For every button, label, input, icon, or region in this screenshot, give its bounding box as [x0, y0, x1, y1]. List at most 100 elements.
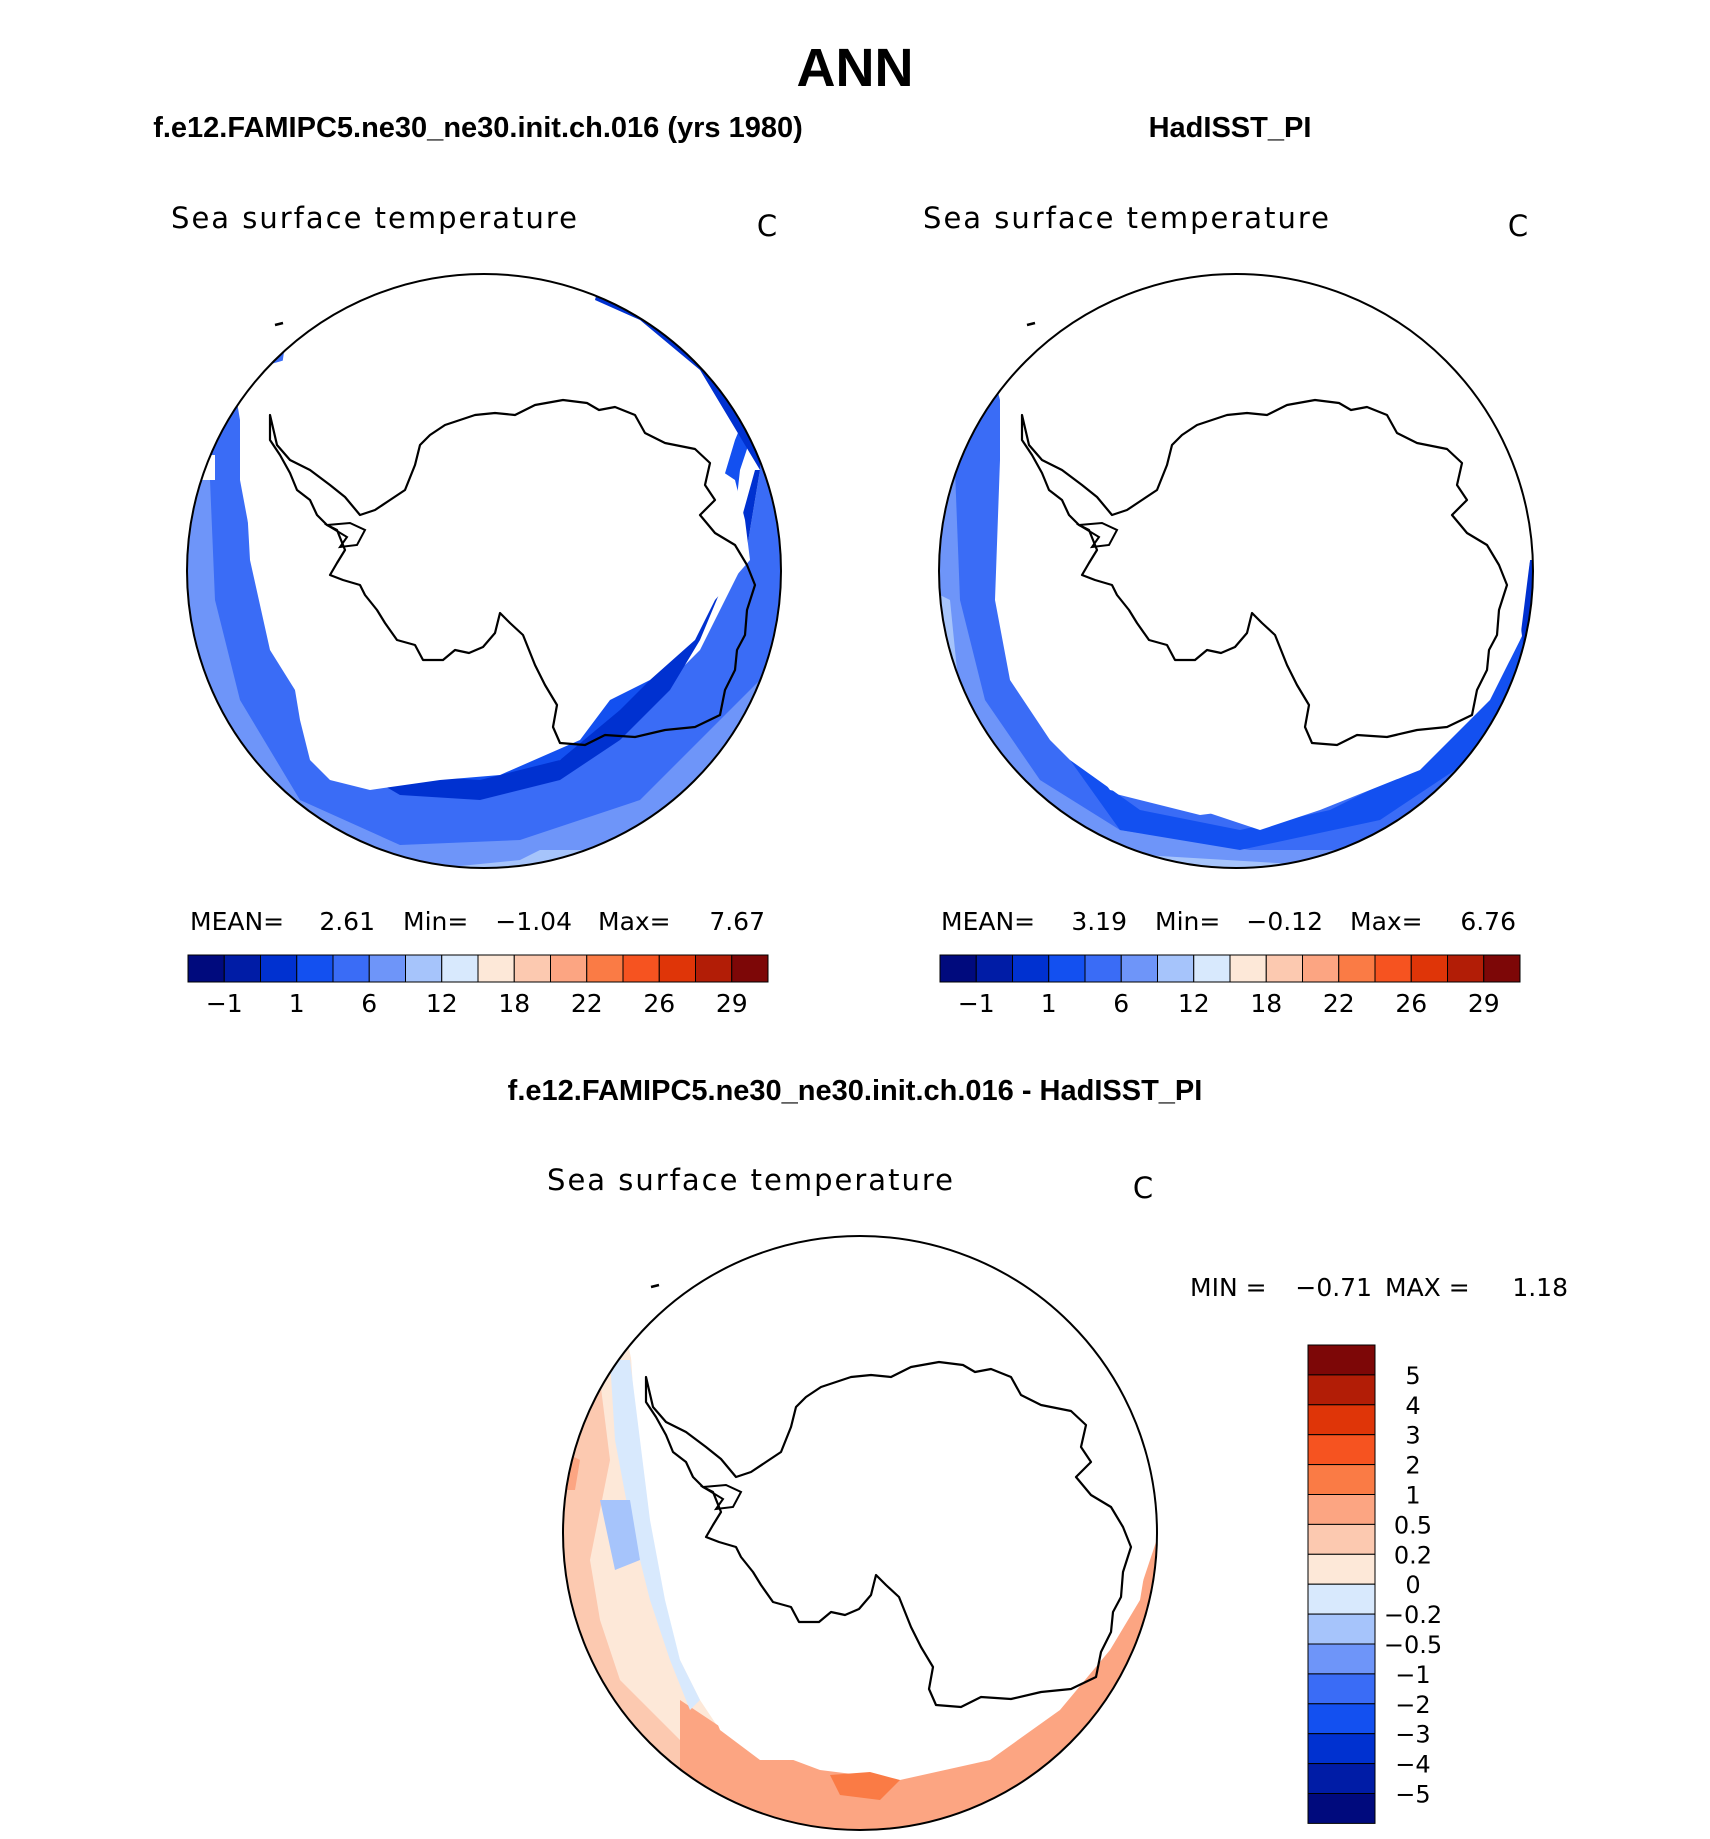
colorbar-tick-label: 22: [571, 989, 603, 1018]
min-value: −0.71: [1295, 1273, 1372, 1302]
colorbar-swatch: [260, 954, 298, 983]
mean-value: 2.61: [319, 907, 375, 936]
colorbar-tick-label: 18: [498, 989, 530, 1018]
variable-label: Sea surface temperature: [923, 201, 1331, 235]
colorbar-tick-label: 0.5: [1394, 1511, 1432, 1539]
colorbar-swatch: [1447, 954, 1485, 983]
svg-text:Min=: Min=: [1155, 907, 1220, 936]
units-label: C: [1508, 209, 1528, 243]
polar-map: [938, 273, 1534, 869]
colorbar: −1 1 6 12 18 22 26 29: [187, 954, 769, 1018]
colorbar: −1 1 6 12 18 22 26 29: [939, 954, 1521, 1018]
max-value: 1.18: [1512, 1273, 1568, 1302]
panel-header: f.e12.FAMIPC5.ne30_ne30.init.ch.016 (yrs…: [153, 112, 803, 144]
colorbar-swatch: [1307, 1404, 1376, 1436]
colorbar-swatch: [1307, 1673, 1376, 1705]
colorbar-swatch: [368, 954, 406, 983]
colorbar-tick-label: 12: [1178, 989, 1210, 1018]
colorbar-swatch: [1302, 954, 1340, 983]
panel-header: HadISST_PI: [1149, 112, 1312, 144]
colorbar-tick-label: −2: [1395, 1691, 1430, 1719]
svg-text:MEAN=: MEAN=: [190, 907, 284, 936]
colorbar-swatch: [1307, 1643, 1376, 1675]
min-value: −1.04: [495, 907, 572, 936]
panel-observations: HadISST_PI Sea surface temperature C MEA…: [923, 112, 1534, 1018]
colorbar-tick-label: 0.2: [1394, 1541, 1432, 1569]
colorbar-swatch: [1307, 1613, 1376, 1645]
colorbar-swatch: [1012, 954, 1050, 983]
colorbar-tick-label: 29: [1468, 989, 1500, 1018]
colorbar-swatch: [1157, 954, 1195, 983]
colorbar-swatch: [658, 954, 696, 983]
colorbar-swatch: [513, 954, 551, 983]
colorbar-tick-label: 1: [1405, 1482, 1420, 1510]
colorbar-tick-label: 26: [643, 989, 675, 1018]
colorbar-tick-label: 18: [1250, 989, 1282, 1018]
colorbar-swatch: [1410, 954, 1448, 983]
colorbar-swatch: [1307, 1523, 1376, 1555]
svg-text:MAX =: MAX =: [1385, 1273, 1470, 1302]
panel-difference: f.e12.FAMIPC5.ne30_ne30.init.ch.016 - Ha…: [508, 1075, 1568, 1831]
colorbar-swatch: [1265, 954, 1303, 983]
colorbar-swatch: [695, 954, 733, 983]
mean-value: 3.19: [1071, 907, 1127, 936]
colorbar-swatch: [1307, 1583, 1376, 1615]
colorbar-swatch: [223, 954, 261, 983]
colorbar-swatch: [550, 954, 588, 983]
colorbar-tick-label: 6: [1113, 989, 1129, 1018]
polar-map: [186, 273, 782, 869]
stats-line: MEAN= 3.19 Min= −0.12 Max= 6.76: [941, 907, 1516, 936]
colorbar-swatch: [1307, 1703, 1376, 1735]
units-label: C: [757, 209, 777, 243]
colorbar-swatch: [187, 954, 225, 983]
colorbar-tick-label: −1: [206, 989, 243, 1018]
colorbar-tick-label: 22: [1323, 989, 1355, 1018]
colorbar-tick-label: 3: [1405, 1422, 1420, 1450]
colorbar-tick-label: −4: [1395, 1751, 1430, 1779]
units-label: C: [1133, 1171, 1153, 1205]
stats-line: MEAN= 2.61 Min= −1.04 Max= 7.67: [190, 907, 765, 936]
colorbar-swatch: [332, 954, 370, 983]
season-title: ANN: [797, 38, 914, 98]
polar-map: [562, 1235, 1158, 1831]
colorbar-swatch: [1374, 954, 1412, 983]
colorbar-swatch: [1307, 1733, 1376, 1765]
colorbar-swatch: [939, 954, 977, 983]
variable-label: Sea surface temperature: [547, 1163, 955, 1197]
max-value: 7.67: [709, 907, 765, 936]
colorbar-tick-label: 2: [1405, 1452, 1420, 1480]
colorbar-tick-label: −3: [1395, 1721, 1430, 1749]
colorbar-swatch: [477, 954, 515, 983]
colorbar-swatch: [1307, 1434, 1376, 1466]
colorbar-swatch: [1307, 1464, 1376, 1495]
colorbar-swatch: [1307, 1793, 1376, 1824]
colorbar-tick-label: 6: [361, 989, 377, 1018]
colorbar-swatch: [731, 954, 769, 983]
stats-line: MIN = −0.71 MAX = 1.18: [1190, 1273, 1568, 1302]
colorbar-tick-label: −5: [1395, 1781, 1430, 1809]
colorbar-tick-label: 1: [289, 989, 305, 1018]
colorbar-tick-label: −1: [958, 989, 995, 1018]
colorbar-swatch: [1193, 954, 1231, 983]
colorbar-swatch: [1048, 954, 1086, 983]
panel-model: f.e12.FAMIPC5.ne30_ne30.init.ch.016 (yrs…: [153, 112, 803, 1018]
colorbar-tick-label: 29: [716, 989, 748, 1018]
svg-text:MIN =: MIN =: [1190, 1273, 1267, 1302]
colorbar-swatch: [622, 954, 660, 983]
svg-text:Max=: Max=: [598, 907, 671, 936]
colorbar-tick-label: −1: [1395, 1661, 1430, 1689]
colorbar-swatch: [1483, 954, 1521, 983]
colorbar-swatch: [296, 954, 334, 983]
colorbar-swatch: [1307, 1374, 1376, 1406]
colorbar-swatch: [975, 954, 1013, 983]
svg-text:Max=: Max=: [1350, 907, 1423, 936]
colorbar-swatch: [1307, 1494, 1376, 1525]
colorbar-tick-label: 12: [426, 989, 458, 1018]
colorbar-tick-label: 4: [1405, 1392, 1420, 1420]
colorbar-swatch: [1084, 954, 1122, 983]
max-value: 6.76: [1460, 907, 1516, 936]
svg-text:Min=: Min=: [403, 907, 468, 936]
colorbar-swatch: [1307, 1553, 1376, 1585]
colorbar-swatch: [405, 954, 443, 983]
